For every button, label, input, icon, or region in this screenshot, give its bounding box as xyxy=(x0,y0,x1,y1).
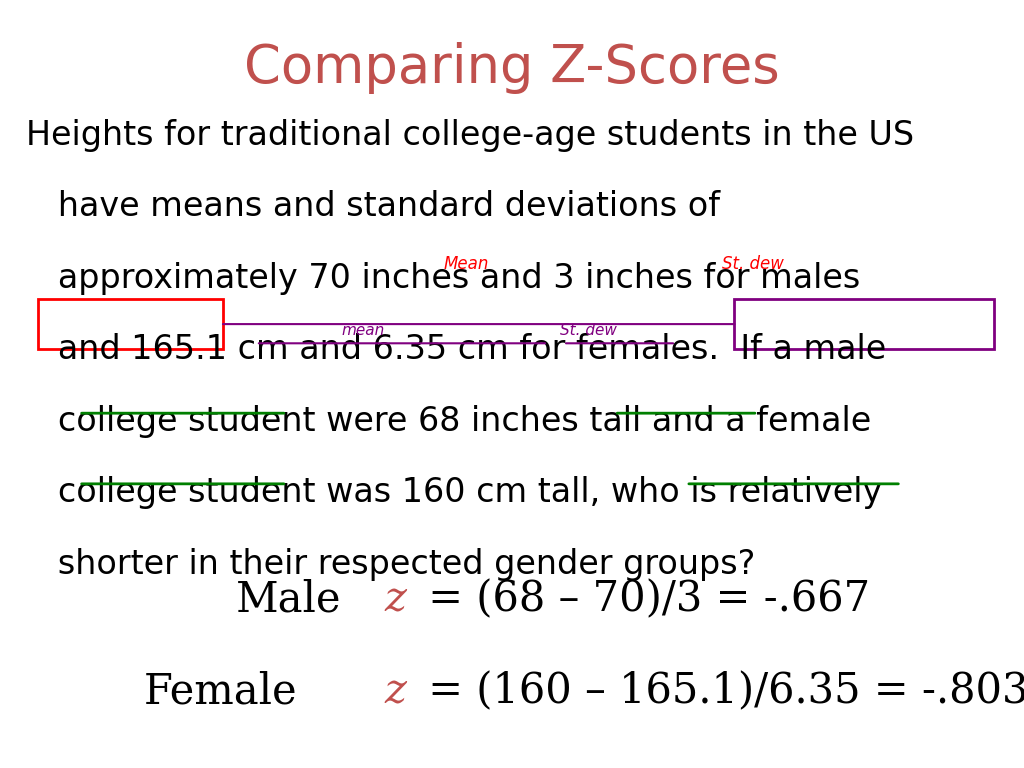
Text: shorter in their respected gender groups?: shorter in their respected gender groups… xyxy=(26,548,755,581)
Text: z: z xyxy=(384,670,406,712)
Text: Female: Female xyxy=(143,670,297,712)
Text: have means and standard deviations of: have means and standard deviations of xyxy=(26,190,720,223)
Text: and 165.1 cm and 6.35 cm for females.  If a male: and 165.1 cm and 6.35 cm for females. If… xyxy=(26,333,886,366)
Text: St. dew: St. dew xyxy=(722,255,783,273)
Text: Comparing Z-Scores: Comparing Z-Scores xyxy=(244,42,780,94)
Text: St. dew: St. dew xyxy=(560,323,617,338)
Text: Male: Male xyxy=(236,578,341,620)
Text: approximately 70 inches and 3 inches for males: approximately 70 inches and 3 inches for… xyxy=(26,262,860,295)
Text: Mean: Mean xyxy=(443,255,488,273)
Text: college student were 68 inches tall and a female: college student were 68 inches tall and … xyxy=(26,405,870,438)
Text: = (160 – 165.1)/6.35 = -.803: = (160 – 165.1)/6.35 = -.803 xyxy=(415,670,1024,712)
Text: mean: mean xyxy=(342,323,385,338)
Text: z: z xyxy=(384,578,406,620)
Text: college student was 160 cm tall, who is relatively: college student was 160 cm tall, who is … xyxy=(26,476,882,509)
Text: Heights for traditional college-age students in the US: Heights for traditional college-age stud… xyxy=(26,119,913,152)
Text: = (68 – 70)/3 = -.667: = (68 – 70)/3 = -.667 xyxy=(415,578,869,620)
